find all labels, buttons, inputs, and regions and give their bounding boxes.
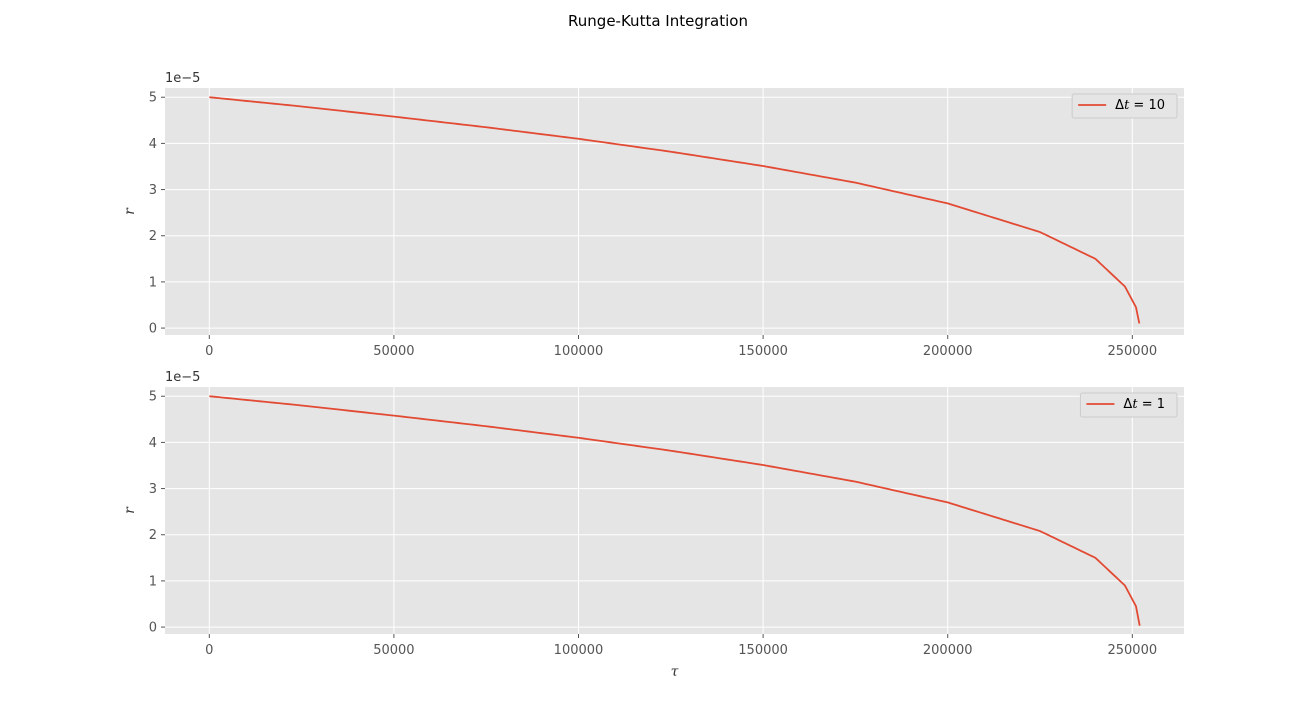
plot-area-bottom xyxy=(165,387,1184,634)
legend-label-dt10: Δt = 10 xyxy=(1115,98,1165,113)
figure-suptitle: Runge-Kutta Integration xyxy=(568,12,748,30)
legend-box-bottom xyxy=(1079,392,1178,418)
y-tick-label: 4 xyxy=(149,137,157,152)
legend-box-top xyxy=(1071,93,1178,119)
x-tick-label: 200000 xyxy=(923,643,973,658)
gridlines-top xyxy=(165,88,1184,335)
x-tick-label: 50000 xyxy=(373,643,414,658)
series-line-dt1 xyxy=(209,395,1141,626)
legend-value: = 1 xyxy=(1138,397,1165,412)
series-line-dt10 xyxy=(209,96,1141,324)
x-tick-label: 0 xyxy=(205,643,213,658)
y-axis-label-top: r xyxy=(122,207,138,215)
x-tick-label: 50000 xyxy=(373,344,414,359)
y-tick-label: 1 xyxy=(149,574,157,589)
y-tick-label: 4 xyxy=(149,436,157,451)
y-ticks-top: 0 1 2 3 4 5 xyxy=(149,91,165,337)
x-axis-label-bottom: τ xyxy=(671,664,679,680)
x-tick-label: 0 xyxy=(205,344,213,359)
legend-value: = 10 xyxy=(1129,98,1165,113)
y-offset-label-top: 1e−5 xyxy=(165,71,200,86)
legend-delta: Δ xyxy=(1123,397,1132,412)
x-tick-label: 100000 xyxy=(554,643,604,658)
legend-var: t xyxy=(1132,397,1138,412)
y-ticks-bottom: 0 1 2 3 4 5 xyxy=(149,390,165,636)
x-tick-label: 250000 xyxy=(1107,344,1157,359)
gridlines-bottom xyxy=(165,387,1184,634)
x-tick-label: 200000 xyxy=(923,344,973,359)
y-tick-label: 5 xyxy=(149,390,157,405)
legend-top: Δt = 10 xyxy=(1071,93,1178,119)
y-offset-label-bottom: 1e−5 xyxy=(165,370,200,385)
x-tick-label: 150000 xyxy=(738,344,788,359)
y-tick-label: 3 xyxy=(149,482,157,497)
x-tick-label: 100000 xyxy=(554,344,604,359)
x-tick-label: 150000 xyxy=(738,643,788,658)
x-ticks-bottom: 0 50000 100000 150000 200000 250000 xyxy=(205,634,1157,658)
plot-area-top xyxy=(165,88,1184,335)
subplot-top: 0 50000 100000 150000 200000 250000 0 1 2 3 4 5 1e… xyxy=(122,71,1184,359)
subplot-bottom: 0 50000 100000 150000 200000 250000 0 1 2 3 4 5 1e… xyxy=(122,370,1184,680)
y-tick-label: 0 xyxy=(149,322,157,337)
legend-delta: Δ xyxy=(1115,98,1124,113)
y-tick-label: 3 xyxy=(149,183,157,198)
legend-var: t xyxy=(1124,98,1130,113)
x-tick-label: 250000 xyxy=(1107,643,1157,658)
y-tick-label: 2 xyxy=(149,528,157,543)
y-axis-label-bottom: r xyxy=(122,506,138,514)
y-tick-label: 0 xyxy=(149,621,157,636)
legend-label-dt1: Δt = 1 xyxy=(1123,397,1165,412)
legend-bottom: Δt = 1 xyxy=(1079,392,1178,418)
y-tick-label: 2 xyxy=(149,229,157,244)
y-tick-label: 5 xyxy=(149,91,157,106)
y-tick-label: 1 xyxy=(149,275,157,290)
x-ticks-top: 0 50000 100000 150000 200000 250000 xyxy=(205,335,1157,359)
